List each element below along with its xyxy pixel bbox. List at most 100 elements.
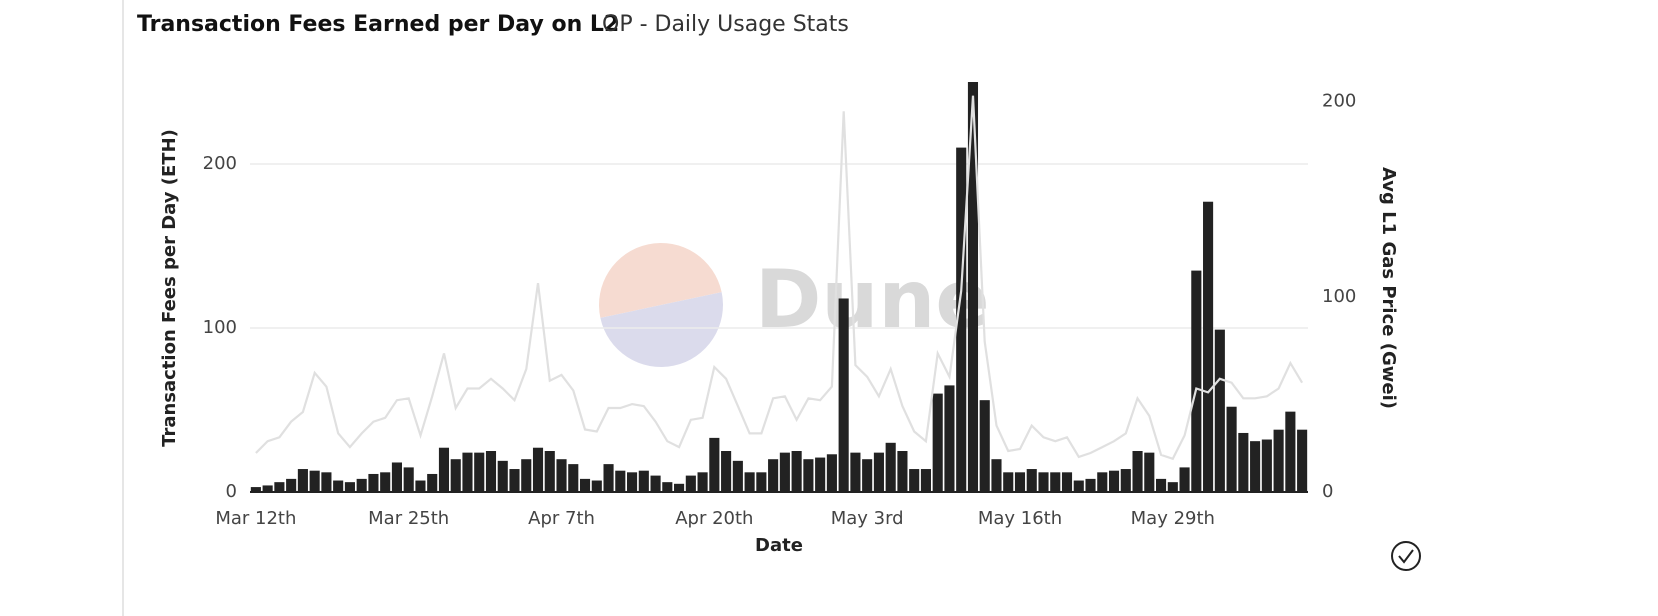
bar: [1097, 472, 1108, 492]
y-tick-label: 0: [226, 481, 237, 502]
bar: [873, 452, 884, 492]
bar: [815, 457, 826, 492]
bar: [603, 464, 614, 492]
bar: [979, 400, 990, 492]
bar: [415, 480, 426, 492]
bar: [779, 452, 790, 492]
bar: [356, 478, 367, 492]
x-tick-label: May 3rd: [831, 508, 904, 529]
bar: [321, 472, 332, 492]
bar: [568, 464, 579, 492]
x-tick-label: Mar 25th: [368, 508, 449, 529]
bar: [438, 447, 450, 492]
bar: [803, 459, 814, 492]
y2-tick-label: 200: [1322, 91, 1356, 112]
bar: [709, 437, 720, 492]
x-tick-label: May 29th: [1131, 508, 1215, 529]
bar: [650, 475, 661, 492]
x-tick-label: Apr 7th: [528, 508, 595, 529]
y-tick-label: 200: [203, 153, 237, 174]
bar: [1144, 452, 1155, 492]
bar: [850, 452, 861, 492]
y-tick-label: 100: [203, 317, 237, 338]
bar: [474, 452, 485, 492]
bar: [1214, 329, 1225, 492]
bar: [344, 482, 355, 492]
bar: [1250, 441, 1261, 492]
check-icon[interactable]: [1391, 541, 1421, 571]
bar: [862, 459, 873, 492]
bar: [250, 487, 261, 492]
bar: [662, 482, 673, 492]
bar: [885, 442, 896, 492]
line: [255, 95, 1304, 461]
bar: [932, 393, 943, 492]
bar: [391, 462, 402, 492]
bar: [1226, 406, 1237, 492]
bar: [909, 469, 920, 492]
bar: [615, 470, 626, 492]
bar: [897, 451, 908, 492]
bar: [286, 478, 297, 492]
bar: [1261, 439, 1272, 492]
bar: [1285, 411, 1296, 492]
bar: [1167, 482, 1178, 492]
bar: [920, 469, 931, 492]
bar: [685, 475, 696, 492]
y2-tick-label: 0: [1322, 481, 1333, 502]
bar: [333, 480, 344, 492]
bar: [638, 470, 649, 492]
bar: [297, 469, 308, 492]
bar: [756, 472, 767, 492]
bar: [721, 451, 732, 492]
bar: [838, 298, 849, 492]
bar: [274, 482, 285, 492]
y2-axis-title: Avg L1 Gas Price (Gwei): [1378, 167, 1399, 409]
y-axis-title: Transaction Fees per Day (ETH): [159, 129, 180, 447]
bar: [991, 459, 1002, 492]
bar: [403, 467, 414, 492]
bar: [579, 478, 591, 492]
x-tick-label: May 16th: [978, 508, 1062, 529]
watermark-logo: [600, 292, 723, 367]
bar: [732, 460, 743, 492]
watermark: Dune: [599, 243, 990, 367]
bar: [1038, 472, 1049, 492]
y2-tick-label: 100: [1322, 286, 1356, 307]
bar: [744, 472, 755, 492]
bar: [768, 459, 779, 492]
bar: [627, 472, 638, 492]
bar: [1238, 432, 1249, 492]
bar: [826, 454, 837, 492]
bar: [1026, 469, 1037, 492]
bar: [1297, 429, 1308, 492]
bar: [591, 480, 602, 492]
bar: [450, 459, 461, 492]
bar: [368, 473, 379, 492]
bar: [521, 459, 532, 492]
bar: [509, 469, 520, 492]
bar: [1273, 429, 1284, 492]
bar: [380, 472, 391, 492]
bar: [532, 447, 544, 492]
bar: [544, 451, 555, 492]
bar: [967, 82, 979, 492]
bar: [1191, 270, 1202, 492]
bar: [791, 451, 802, 492]
bar: [944, 385, 955, 492]
bar: [1203, 201, 1214, 492]
bar: [956, 147, 967, 492]
bar: [697, 472, 708, 492]
bar: [497, 460, 508, 492]
bar: [427, 473, 438, 492]
bar: [262, 485, 273, 492]
bar: [309, 470, 320, 492]
bar: [1014, 472, 1026, 492]
bar: [462, 452, 473, 492]
bar: [1108, 470, 1120, 492]
chart-title: Transaction Fees Earned per Day on L2: [137, 12, 619, 37]
bar: [1003, 472, 1014, 492]
watermark-logo: [599, 243, 722, 318]
chart-subtitle: OP - Daily Usage Stats: [602, 12, 849, 37]
